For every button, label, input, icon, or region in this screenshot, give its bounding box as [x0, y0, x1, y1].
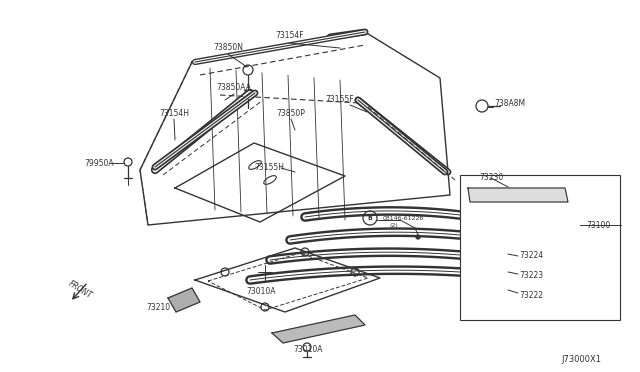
- Text: 73210: 73210: [146, 302, 170, 311]
- Text: 73010A: 73010A: [293, 346, 323, 355]
- Text: 79950A: 79950A: [84, 158, 114, 167]
- Polygon shape: [168, 288, 200, 312]
- Bar: [460, 175, 620, 320]
- Text: 73850AA: 73850AA: [216, 83, 252, 93]
- Text: 73010A: 73010A: [246, 286, 276, 295]
- Text: B: B: [367, 215, 372, 221]
- Text: 73850N: 73850N: [213, 44, 243, 52]
- Text: J73000X1: J73000X1: [561, 356, 601, 365]
- Text: 73224: 73224: [519, 251, 543, 260]
- Text: 73155F: 73155F: [326, 96, 355, 105]
- Polygon shape: [272, 315, 365, 343]
- Text: (2): (2): [389, 224, 397, 228]
- Text: 73154F: 73154F: [276, 32, 304, 41]
- Text: 08146-61226: 08146-61226: [383, 217, 424, 221]
- Text: 738A8M: 738A8M: [494, 99, 525, 109]
- Circle shape: [416, 235, 420, 239]
- Text: 73100: 73100: [586, 221, 611, 230]
- Text: 73155H: 73155H: [254, 163, 284, 171]
- Text: 73222: 73222: [519, 291, 543, 299]
- Text: 73850P: 73850P: [276, 109, 305, 118]
- Text: 73223: 73223: [519, 270, 543, 279]
- Text: 73230: 73230: [479, 173, 503, 183]
- Text: 73154H: 73154H: [159, 109, 189, 118]
- Text: FRONT: FRONT: [67, 279, 93, 301]
- Polygon shape: [468, 188, 568, 202]
